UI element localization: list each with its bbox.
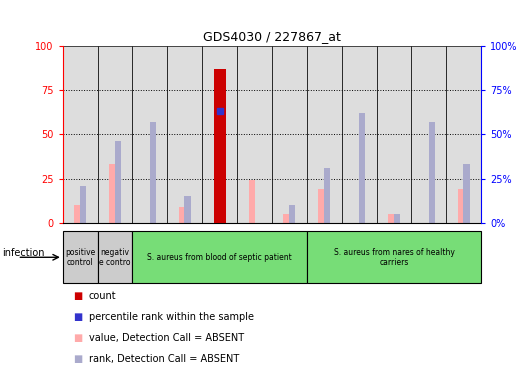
Bar	[307, 232, 481, 283]
Text: value, Detection Call = ABSENT: value, Detection Call = ABSENT	[89, 333, 244, 343]
Bar	[202, 46, 237, 223]
Bar	[307, 46, 342, 223]
Bar	[446, 46, 481, 223]
Bar	[109, 164, 116, 223]
Bar	[98, 232, 132, 283]
Text: percentile rank within the sample: percentile rank within the sample	[89, 312, 254, 322]
Bar	[272, 46, 307, 223]
Bar	[237, 46, 272, 223]
Text: rank, Detection Call = ABSENT: rank, Detection Call = ABSENT	[89, 354, 239, 364]
Text: S. aureus from nares of healthy
carriers: S. aureus from nares of healthy carriers	[334, 248, 454, 267]
Text: negativ
e contro: negativ e contro	[99, 248, 131, 267]
Bar	[283, 214, 290, 223]
Bar	[388, 214, 394, 223]
Bar	[377, 46, 412, 223]
Bar	[289, 205, 295, 223]
Text: count: count	[89, 291, 117, 301]
Bar	[463, 164, 470, 223]
Text: ■: ■	[73, 354, 83, 364]
Bar	[63, 46, 98, 223]
Text: S. aureus from blood of septic patient: S. aureus from blood of septic patient	[147, 253, 292, 262]
Bar	[213, 69, 226, 223]
Text: positive
control: positive control	[65, 248, 95, 267]
Title: GDS4030 / 227867_at: GDS4030 / 227867_at	[203, 30, 341, 43]
Bar	[74, 205, 81, 223]
Bar	[63, 232, 98, 283]
Bar	[80, 185, 86, 223]
Text: infection: infection	[3, 248, 45, 258]
Bar	[185, 196, 191, 223]
Bar	[428, 122, 435, 223]
Bar	[167, 46, 202, 223]
Bar	[248, 180, 255, 223]
Text: ■: ■	[73, 312, 83, 322]
Bar	[394, 214, 400, 223]
Bar	[150, 122, 156, 223]
Bar	[324, 168, 330, 223]
Text: ■: ■	[73, 333, 83, 343]
Text: ■: ■	[73, 291, 83, 301]
Bar	[132, 46, 167, 223]
Bar	[179, 207, 185, 223]
Bar	[132, 232, 307, 283]
Bar	[359, 113, 365, 223]
Bar	[458, 189, 464, 223]
Bar	[412, 46, 446, 223]
Bar	[319, 189, 325, 223]
Bar	[342, 46, 377, 223]
Bar	[98, 46, 132, 223]
Bar	[115, 141, 121, 223]
